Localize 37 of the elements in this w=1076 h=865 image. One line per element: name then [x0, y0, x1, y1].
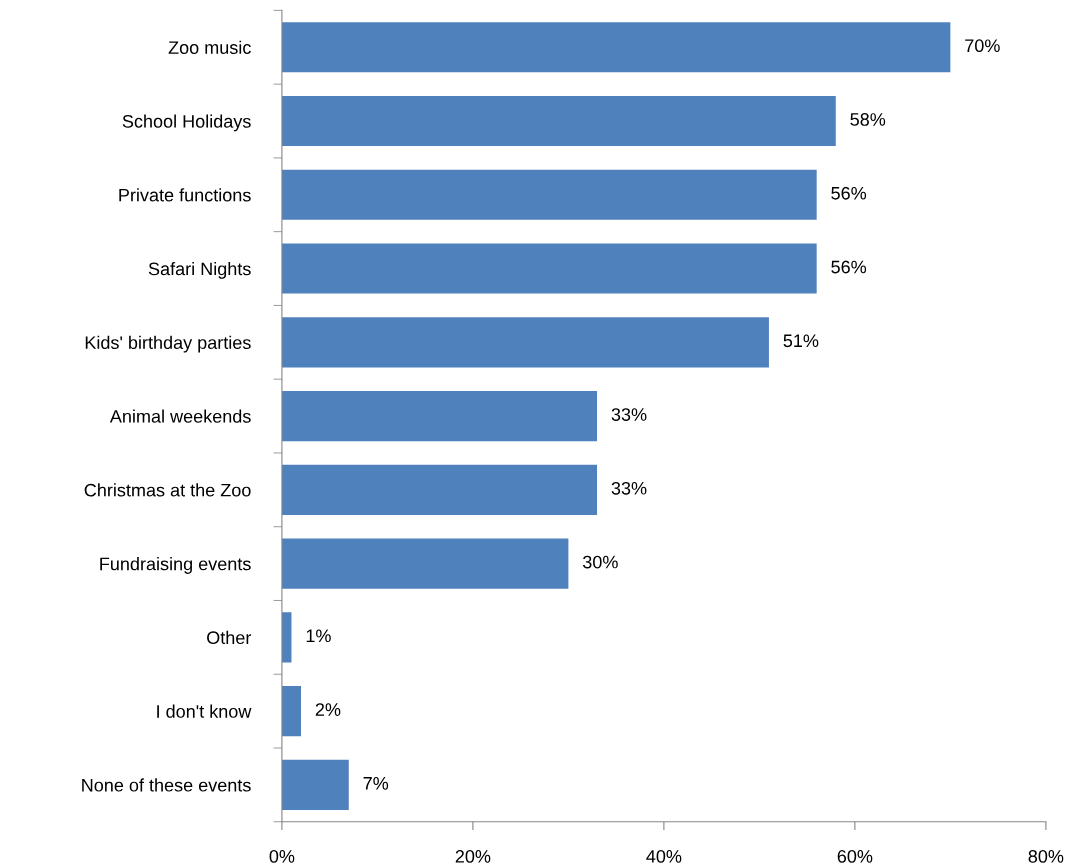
x-tick-label: 60%: [837, 850, 873, 863]
data-label: 7%: [363, 777, 389, 790]
bar: [281, 464, 598, 515]
data-label: 70%: [965, 39, 1000, 53]
data-label: 1%: [306, 629, 331, 643]
y-tick-label: Private functions: [119, 188, 251, 202]
data-label: 58%: [850, 113, 886, 126]
y-tick-label: I don't know: [157, 704, 252, 718]
x-tick-label: 0%: [269, 850, 295, 863]
bar: [281, 243, 817, 294]
bar: [281, 759, 349, 810]
data-label: 33%: [611, 408, 647, 421]
bar: [281, 538, 569, 589]
bar: [281, 686, 302, 737]
bar: [281, 169, 817, 220]
y-tick-label: Fundraising events: [100, 557, 251, 574]
bar: [281, 390, 598, 442]
x-tick-label: 40%: [646, 850, 682, 863]
x-tick-label: 80%: [1028, 850, 1064, 863]
y-tick-label: Christmas at the Zoo: [84, 483, 251, 497]
data-label: 56%: [831, 260, 867, 274]
data-label: 2%: [315, 703, 341, 716]
y-tick-label: Animal weekends: [109, 409, 251, 423]
y-tick-label: Zoo music: [168, 40, 251, 54]
y-tick-label: School Holidays: [122, 114, 251, 132]
y-tick-label: Safari Nights: [148, 262, 251, 279]
data-label: 51%: [783, 334, 819, 348]
x-tick-label: 20%: [455, 850, 491, 863]
bar: [281, 22, 951, 73]
y-tick-label: Other: [207, 630, 252, 645]
data-label: 56%: [831, 186, 867, 200]
data-label: 33%: [611, 481, 647, 495]
y-tick-label: Kids' birthday parties: [85, 335, 251, 353]
data-label: 30%: [582, 555, 618, 569]
y-tick-label: None of these events: [82, 778, 251, 792]
bar: [281, 317, 769, 368]
bar: [281, 95, 836, 147]
